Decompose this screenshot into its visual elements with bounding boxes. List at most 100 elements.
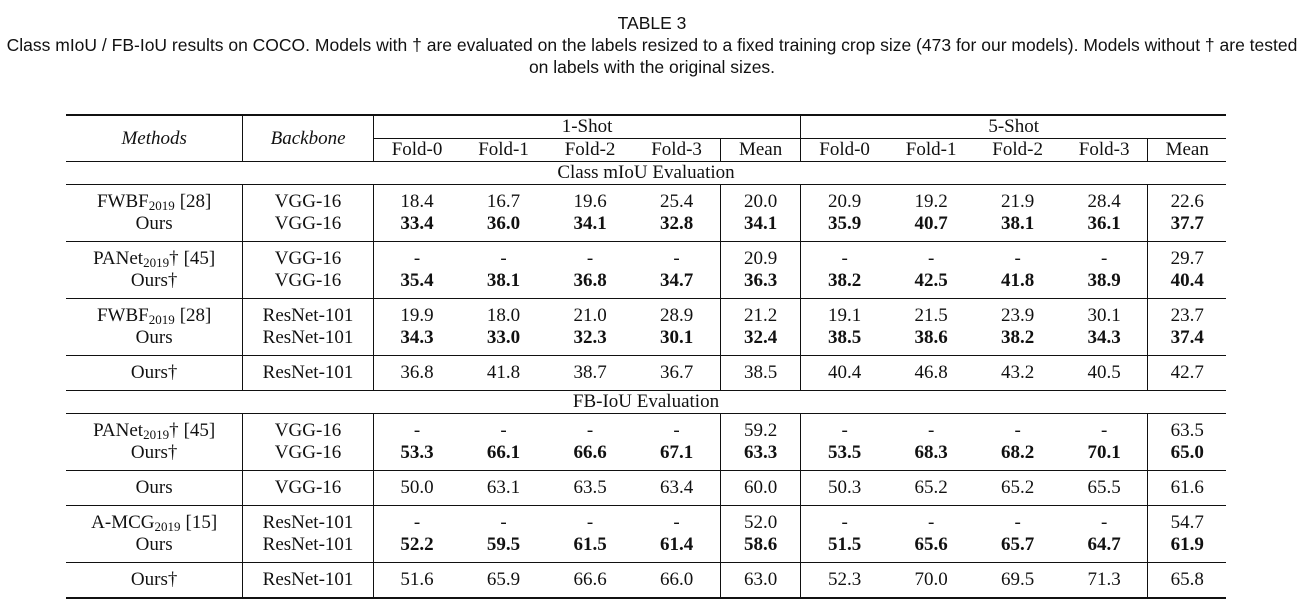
column-header: Fold-3 <box>651 139 702 160</box>
value-cell: - <box>546 505 634 534</box>
backbone-cell: VGG-16 <box>242 470 374 506</box>
value-cell: 40.4 <box>800 355 888 391</box>
table-body: Methods Backbone 1-Shot 5-Shot Fold-0 Fold-1 F… <box>66 115 1226 598</box>
value-cell: 23.7 <box>1147 298 1226 327</box>
backbone-cell: ResNet-101 <box>242 355 374 391</box>
method-year: 2019 <box>143 427 170 442</box>
value-cell: 51.5 <box>800 534 888 563</box>
value-cell: 16.7 <box>460 184 547 213</box>
value-cell: 53.3 <box>372 442 461 471</box>
value-cell: 65.2 <box>974 470 1061 506</box>
value-cell: 37.7 <box>1147 213 1226 242</box>
column-header: Mean <box>719 138 801 162</box>
value-cell: 68.2 <box>1001 442 1035 463</box>
value-cell: 61.4 <box>659 534 694 555</box>
value-cell: 60.0 <box>719 470 801 506</box>
value-cell: 40.4 <box>1147 270 1226 299</box>
page: { "caption": { "label": "TABLE 3", "text… <box>0 12 1304 599</box>
section-title: Class mIoU Evaluation <box>66 161 1226 185</box>
data-row: Ours ResNet-101 34.3 33.0 32.3 30.1 32.4 38.5 38… <box>66 327 1226 356</box>
value-cell: 21.2 <box>719 298 801 327</box>
value-cell: 66.6 <box>546 562 634 598</box>
section-row: Class mIoU Evaluation <box>66 161 1226 185</box>
value-cell: 65.0 <box>1147 442 1226 471</box>
column-header: Fold-1 <box>905 139 957 160</box>
value-cell: 59.5 <box>486 534 521 555</box>
value-cell: 61.6 <box>1147 470 1226 506</box>
backbone-cell: ResNet-101 <box>242 298 374 327</box>
value-cell: 32.8 <box>659 213 694 234</box>
data-row: FWBF2019 [28] ResNet-101 19.9 18.0 21.0 28.9 21… <box>66 298 1226 327</box>
value-cell: 65.7 <box>1001 534 1035 555</box>
method-name: Ours <box>135 477 173 498</box>
method-name: Ours† <box>130 362 178 383</box>
value-cell: 63.3 <box>719 442 801 471</box>
method-name: FWBF <box>96 191 149 212</box>
method-cell: Ours <box>66 213 243 242</box>
value-cell: 30.1 <box>659 327 694 348</box>
value-cell: 70.0 <box>887 562 975 598</box>
method-cell: Ours <box>66 470 243 506</box>
column-header: Fold-2 <box>564 139 616 160</box>
value-cell: 33.0 <box>486 327 521 348</box>
value-cell: 20.9 <box>800 184 888 213</box>
backbone-cell: ResNet-101 <box>242 562 374 598</box>
value-cell: 63.4 <box>633 470 721 506</box>
value-cell: 30.1 <box>1060 298 1148 327</box>
value-cell: - <box>372 505 461 534</box>
value-cell: 43.2 <box>974 355 1061 391</box>
group-header: 1-Shot <box>372 115 801 139</box>
header-cell: Backbone <box>242 115 374 162</box>
value-cell: 63.5 <box>1147 413 1226 442</box>
value-cell: 42.7 <box>1147 355 1226 391</box>
value-cell: 41.8 <box>460 355 547 391</box>
value-cell: - <box>800 413 888 442</box>
value-cell: 65.5 <box>1060 470 1148 506</box>
value-cell: 34.1 <box>719 213 801 242</box>
header-cell: Methods <box>121 127 187 149</box>
value-cell: - <box>887 241 975 270</box>
column-header: Fold-2 <box>992 139 1043 160</box>
value-cell: - <box>974 413 1061 442</box>
value-cell: 52.2 <box>372 534 461 563</box>
data-row: PANet2019† [45] VGG-16- - - -59.2- - - -63.5 <box>66 413 1226 442</box>
value-cell: - <box>546 241 634 270</box>
column-header: Fold-0 <box>372 138 461 162</box>
value-cell: 69.5 <box>974 562 1061 598</box>
value-cell: - <box>546 413 634 442</box>
value-cell: 52.3 <box>800 562 888 598</box>
value-cell: - <box>887 413 975 442</box>
citation: [15] <box>185 512 218 533</box>
method-name: PANet <box>93 248 144 269</box>
value-cell: 25.4 <box>633 184 721 213</box>
value-cell: 38.2 <box>1001 327 1035 348</box>
column-header: Fold-3 <box>1078 139 1130 160</box>
value-cell: 66.0 <box>633 562 721 598</box>
header-row: Fold-0 Fold-1 Fold-2 Fold-3 Mean Fold-0 Fold-1… <box>66 138 1226 162</box>
method-cell: FWBF2019 [28] <box>66 184 243 213</box>
backbone-cell: VGG-16 <box>242 442 374 471</box>
data-row: PANet2019† [45] VGG-16- - - -20.9- - - -29.7 <box>66 241 1226 270</box>
method-year: 2019 <box>148 198 175 213</box>
backbone-cell: VGG-16 <box>242 184 374 213</box>
data-row: Ours ResNet-101 52.2 59.5 61.5 61.4 58.6 51.5 65… <box>66 534 1226 563</box>
value-cell: 36.8 <box>573 270 607 291</box>
value-cell: 18.4 <box>372 184 461 213</box>
backbone-cell: VGG-16 <box>242 413 374 442</box>
value-cell: 36.7 <box>633 355 721 391</box>
value-cell: 50.0 <box>372 470 461 506</box>
value-cell: 65.6 <box>914 534 948 555</box>
backbone-cell: VGG-16 <box>242 241 374 270</box>
method-year: 2019 <box>148 312 175 327</box>
value-cell: 40.7 <box>914 213 948 234</box>
method-cell: Ours† <box>66 355 243 391</box>
method-name: A-MCG <box>91 512 155 533</box>
caption: TABLE 3 Class mIoU / FB-IoU results on C… <box>0 12 1304 78</box>
value-cell: 38.7 <box>546 355 634 391</box>
value-cell: - <box>1060 241 1148 270</box>
value-cell: 21.9 <box>974 184 1061 213</box>
column-header: Fold-0 <box>800 138 888 162</box>
value-cell: 63.5 <box>546 470 634 506</box>
value-cell: 65.8 <box>1147 562 1226 598</box>
value-cell: - <box>974 505 1061 534</box>
